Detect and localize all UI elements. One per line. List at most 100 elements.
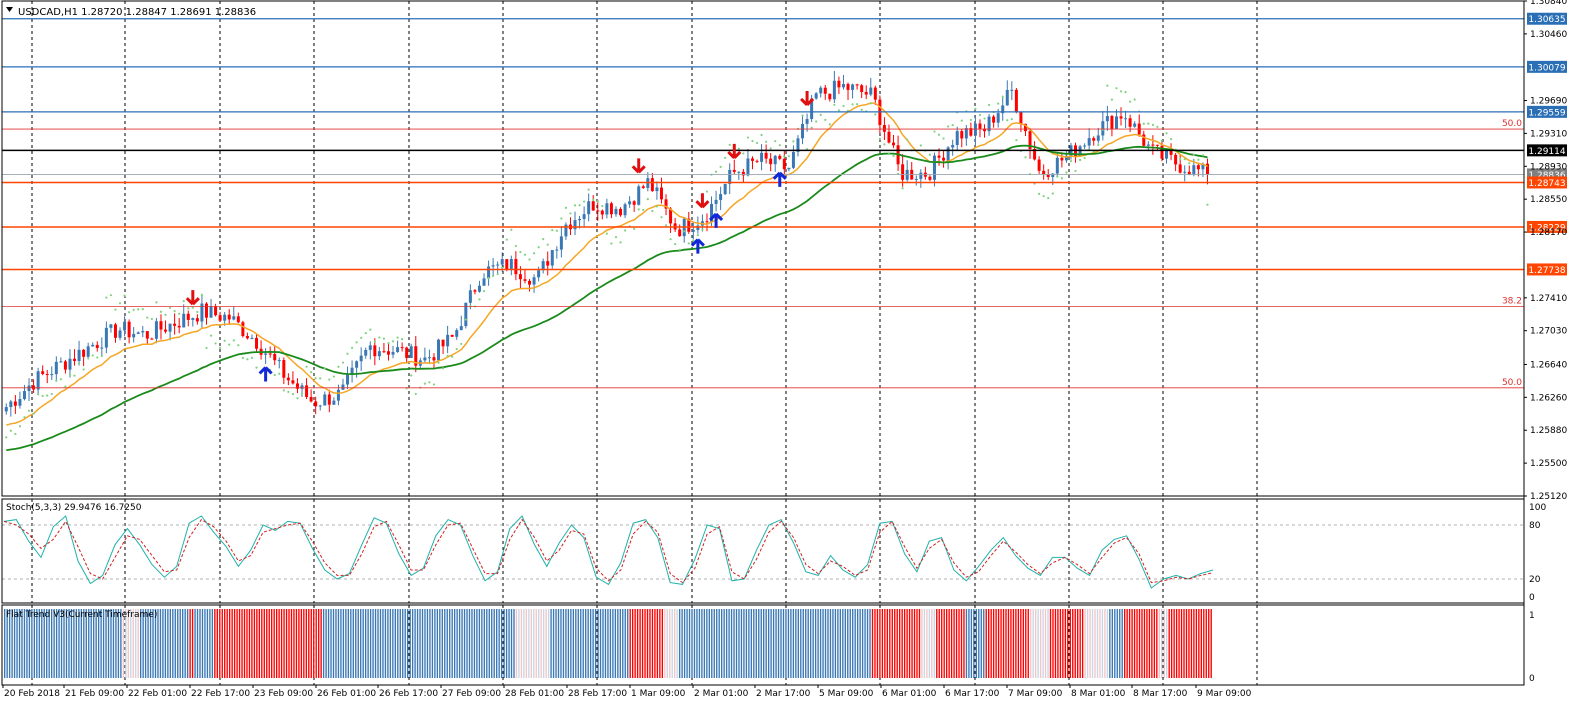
time-tick-label: 5 Mar 09:00 — [819, 689, 874, 699]
candle — [241, 320, 245, 338]
candle — [27, 378, 31, 402]
sar-dot — [282, 389, 285, 392]
flat-bar — [364, 609, 367, 678]
sar-dot — [887, 153, 891, 156]
flat-bar — [431, 609, 434, 678]
flat-bar — [723, 609, 725, 678]
sar-dot — [960, 119, 963, 122]
sar-dot — [492, 274, 495, 277]
sar-dot — [833, 103, 836, 106]
price-tag-label: 1.29114 — [1528, 147, 1565, 157]
candle — [614, 206, 618, 217]
candle — [559, 226, 563, 258]
flat-bar — [765, 609, 767, 678]
candle — [946, 146, 950, 170]
flat-bar — [842, 609, 844, 678]
flat-bar — [1025, 609, 1027, 678]
flat-bar — [913, 609, 916, 678]
flat-bar — [308, 609, 310, 678]
candle — [223, 312, 227, 326]
candle — [1133, 121, 1137, 128]
sar-dot — [1142, 122, 1145, 125]
sar-dot — [514, 244, 517, 248]
flat-bar — [481, 609, 483, 678]
sar-dot — [737, 147, 740, 150]
flat-bar — [720, 609, 723, 678]
sar-dot — [810, 126, 813, 129]
sar-dot — [651, 209, 654, 213]
time-tick-label: 6 Mar 01:00 — [882, 689, 937, 699]
sar-dot — [851, 103, 854, 106]
flat-bar — [85, 609, 87, 678]
flat-bar — [70, 609, 73, 678]
flat-bar — [852, 609, 854, 678]
flat-bar — [95, 609, 97, 678]
flat-bar — [1057, 609, 1059, 678]
candle — [104, 321, 108, 354]
candle — [719, 186, 723, 211]
flat-bar — [1168, 609, 1170, 678]
candles — [4, 70, 1209, 417]
sar-dot — [328, 378, 331, 381]
sar-dot — [1151, 123, 1154, 126]
candle — [141, 326, 145, 338]
sar-dot — [364, 332, 367, 335]
flat-bar — [609, 609, 612, 678]
time-tick-label: 7 Mar 09:00 — [1008, 689, 1063, 699]
flat-bar — [122, 609, 125, 678]
sar-dot — [146, 316, 149, 319]
sar-dot — [660, 216, 663, 219]
flat-bar — [678, 609, 681, 678]
candle — [1124, 110, 1128, 128]
sar-dot — [969, 118, 972, 122]
flat-bar — [802, 609, 804, 678]
flat-bar — [669, 609, 671, 678]
flat-bar — [243, 609, 246, 678]
flat-bar — [528, 609, 530, 678]
flat-bar — [1161, 609, 1163, 678]
flat-bar — [847, 609, 849, 678]
candle — [987, 113, 991, 136]
flat-bar — [592, 609, 594, 678]
candle — [928, 175, 932, 182]
candle — [437, 338, 441, 362]
candle — [1178, 154, 1182, 174]
flat-bar — [639, 609, 641, 678]
candle — [123, 316, 127, 337]
price-tick-label: 1.25500 — [1530, 459, 1567, 469]
sar-dot — [610, 242, 613, 245]
candle — [600, 209, 604, 220]
flat-bar — [1158, 609, 1160, 678]
flat-bar — [770, 609, 772, 678]
symbol-header: USDCAD,H1 1.28720 1.28847 1.28691 1.2883… — [18, 7, 256, 18]
flat-bar — [298, 609, 300, 678]
candle — [177, 318, 181, 334]
flat-bar — [493, 609, 495, 678]
flat-bar — [1180, 609, 1183, 678]
flat-bar — [419, 609, 421, 678]
candle — [1014, 87, 1018, 114]
flat-bar — [903, 609, 906, 678]
sar-dot — [401, 337, 404, 341]
sell-arrow-icon — [800, 90, 815, 107]
price-tick-label: 1.26260 — [1530, 393, 1567, 403]
header-dropdown-icon[interactable] — [6, 7, 13, 12]
candle — [623, 202, 627, 219]
flat-bar — [48, 609, 50, 678]
flat-bar — [379, 609, 382, 678]
flat-bar — [157, 609, 159, 678]
candle — [314, 396, 318, 415]
candle — [864, 85, 868, 99]
pane-frame — [1, 0, 1525, 497]
sar-dot — [1001, 95, 1004, 99]
candle — [869, 78, 873, 97]
flat-bar — [884, 609, 886, 678]
flat-bar — [807, 609, 809, 678]
flat-bar — [577, 609, 579, 678]
sar-dot — [118, 302, 122, 305]
flat-bar — [755, 609, 757, 678]
candle — [696, 216, 700, 234]
sar-dot — [205, 346, 208, 350]
